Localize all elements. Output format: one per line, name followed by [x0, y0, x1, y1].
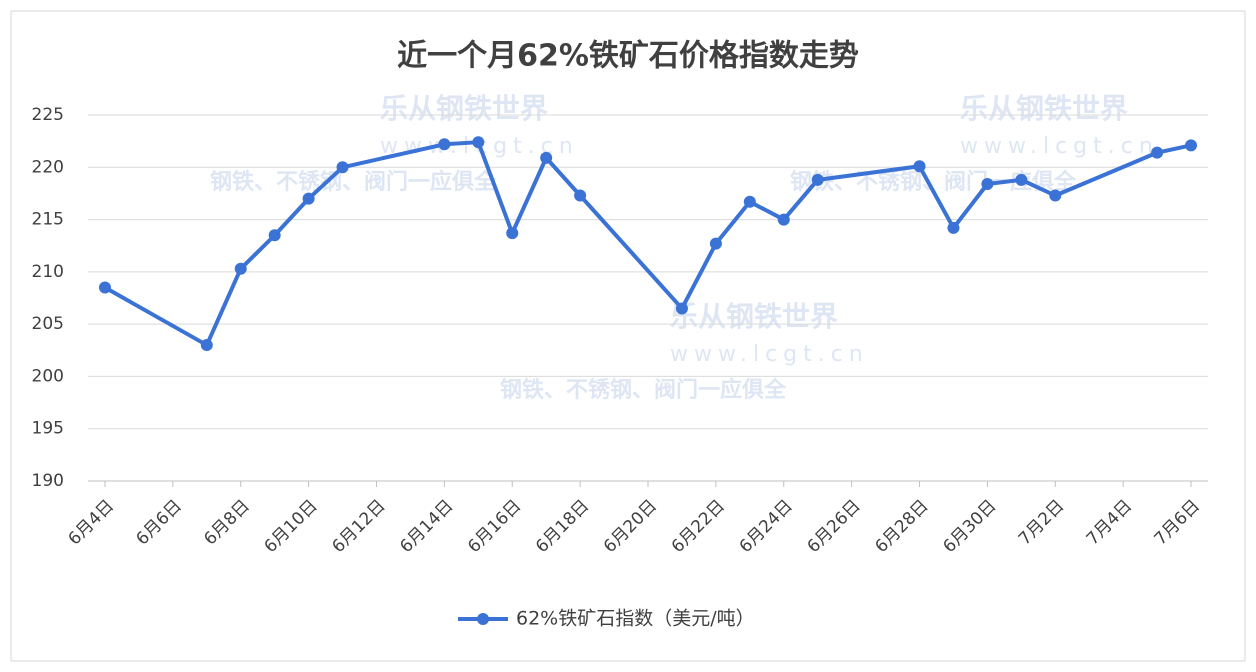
legend-marker [477, 613, 489, 625]
watermark-brand: 乐从钢铁世界 [380, 92, 548, 125]
y-tick-label: 220 [32, 157, 64, 177]
data-point [981, 178, 994, 191]
data-point [675, 302, 688, 315]
y-tick-label: 215 [32, 210, 64, 230]
data-point [302, 192, 315, 205]
chart-frame [10, 10, 1246, 662]
data-point [913, 160, 926, 173]
data-point [472, 136, 485, 149]
watermark-slogan: 钢铁、不锈钢、阀门一应俱全 [210, 169, 497, 195]
watermark-brand: 乐从钢铁世界 [960, 92, 1128, 125]
y-tick-label: 200 [32, 366, 64, 386]
data-point [947, 221, 960, 234]
y-tick-label: 190 [32, 471, 64, 491]
data-point [743, 195, 756, 208]
data-point [709, 237, 722, 250]
watermark-url: www.lcgt.cn [670, 342, 869, 367]
y-tick-label: 195 [32, 419, 64, 439]
watermark-url: www.lcgt.cn [960, 134, 1159, 159]
data-point [506, 227, 519, 240]
data-point [574, 189, 587, 202]
data-point [811, 173, 824, 186]
data-point [1151, 146, 1164, 159]
watermark-slogan: 钢铁、不锈钢、阀门一应俱全 [500, 377, 787, 403]
legend-label: 62%铁矿石指数（美元/吨） [516, 608, 755, 630]
watermark-brand: 乐从钢铁世界 [670, 300, 838, 333]
y-tick-label: 205 [32, 314, 64, 334]
data-point [268, 229, 281, 242]
data-point [1049, 189, 1062, 202]
y-tick-label: 210 [32, 262, 64, 282]
data-point [438, 138, 451, 151]
data-point [98, 281, 111, 294]
y-tick-label: 225 [32, 105, 64, 125]
data-point [777, 213, 790, 226]
data-point [1185, 139, 1198, 152]
data-point [1015, 173, 1028, 186]
chart-title: 近一个月62%铁矿石价格指数走势 [397, 39, 859, 74]
data-point [200, 339, 213, 352]
data-point [234, 262, 247, 275]
data-point [336, 161, 349, 174]
data-point [540, 151, 553, 164]
